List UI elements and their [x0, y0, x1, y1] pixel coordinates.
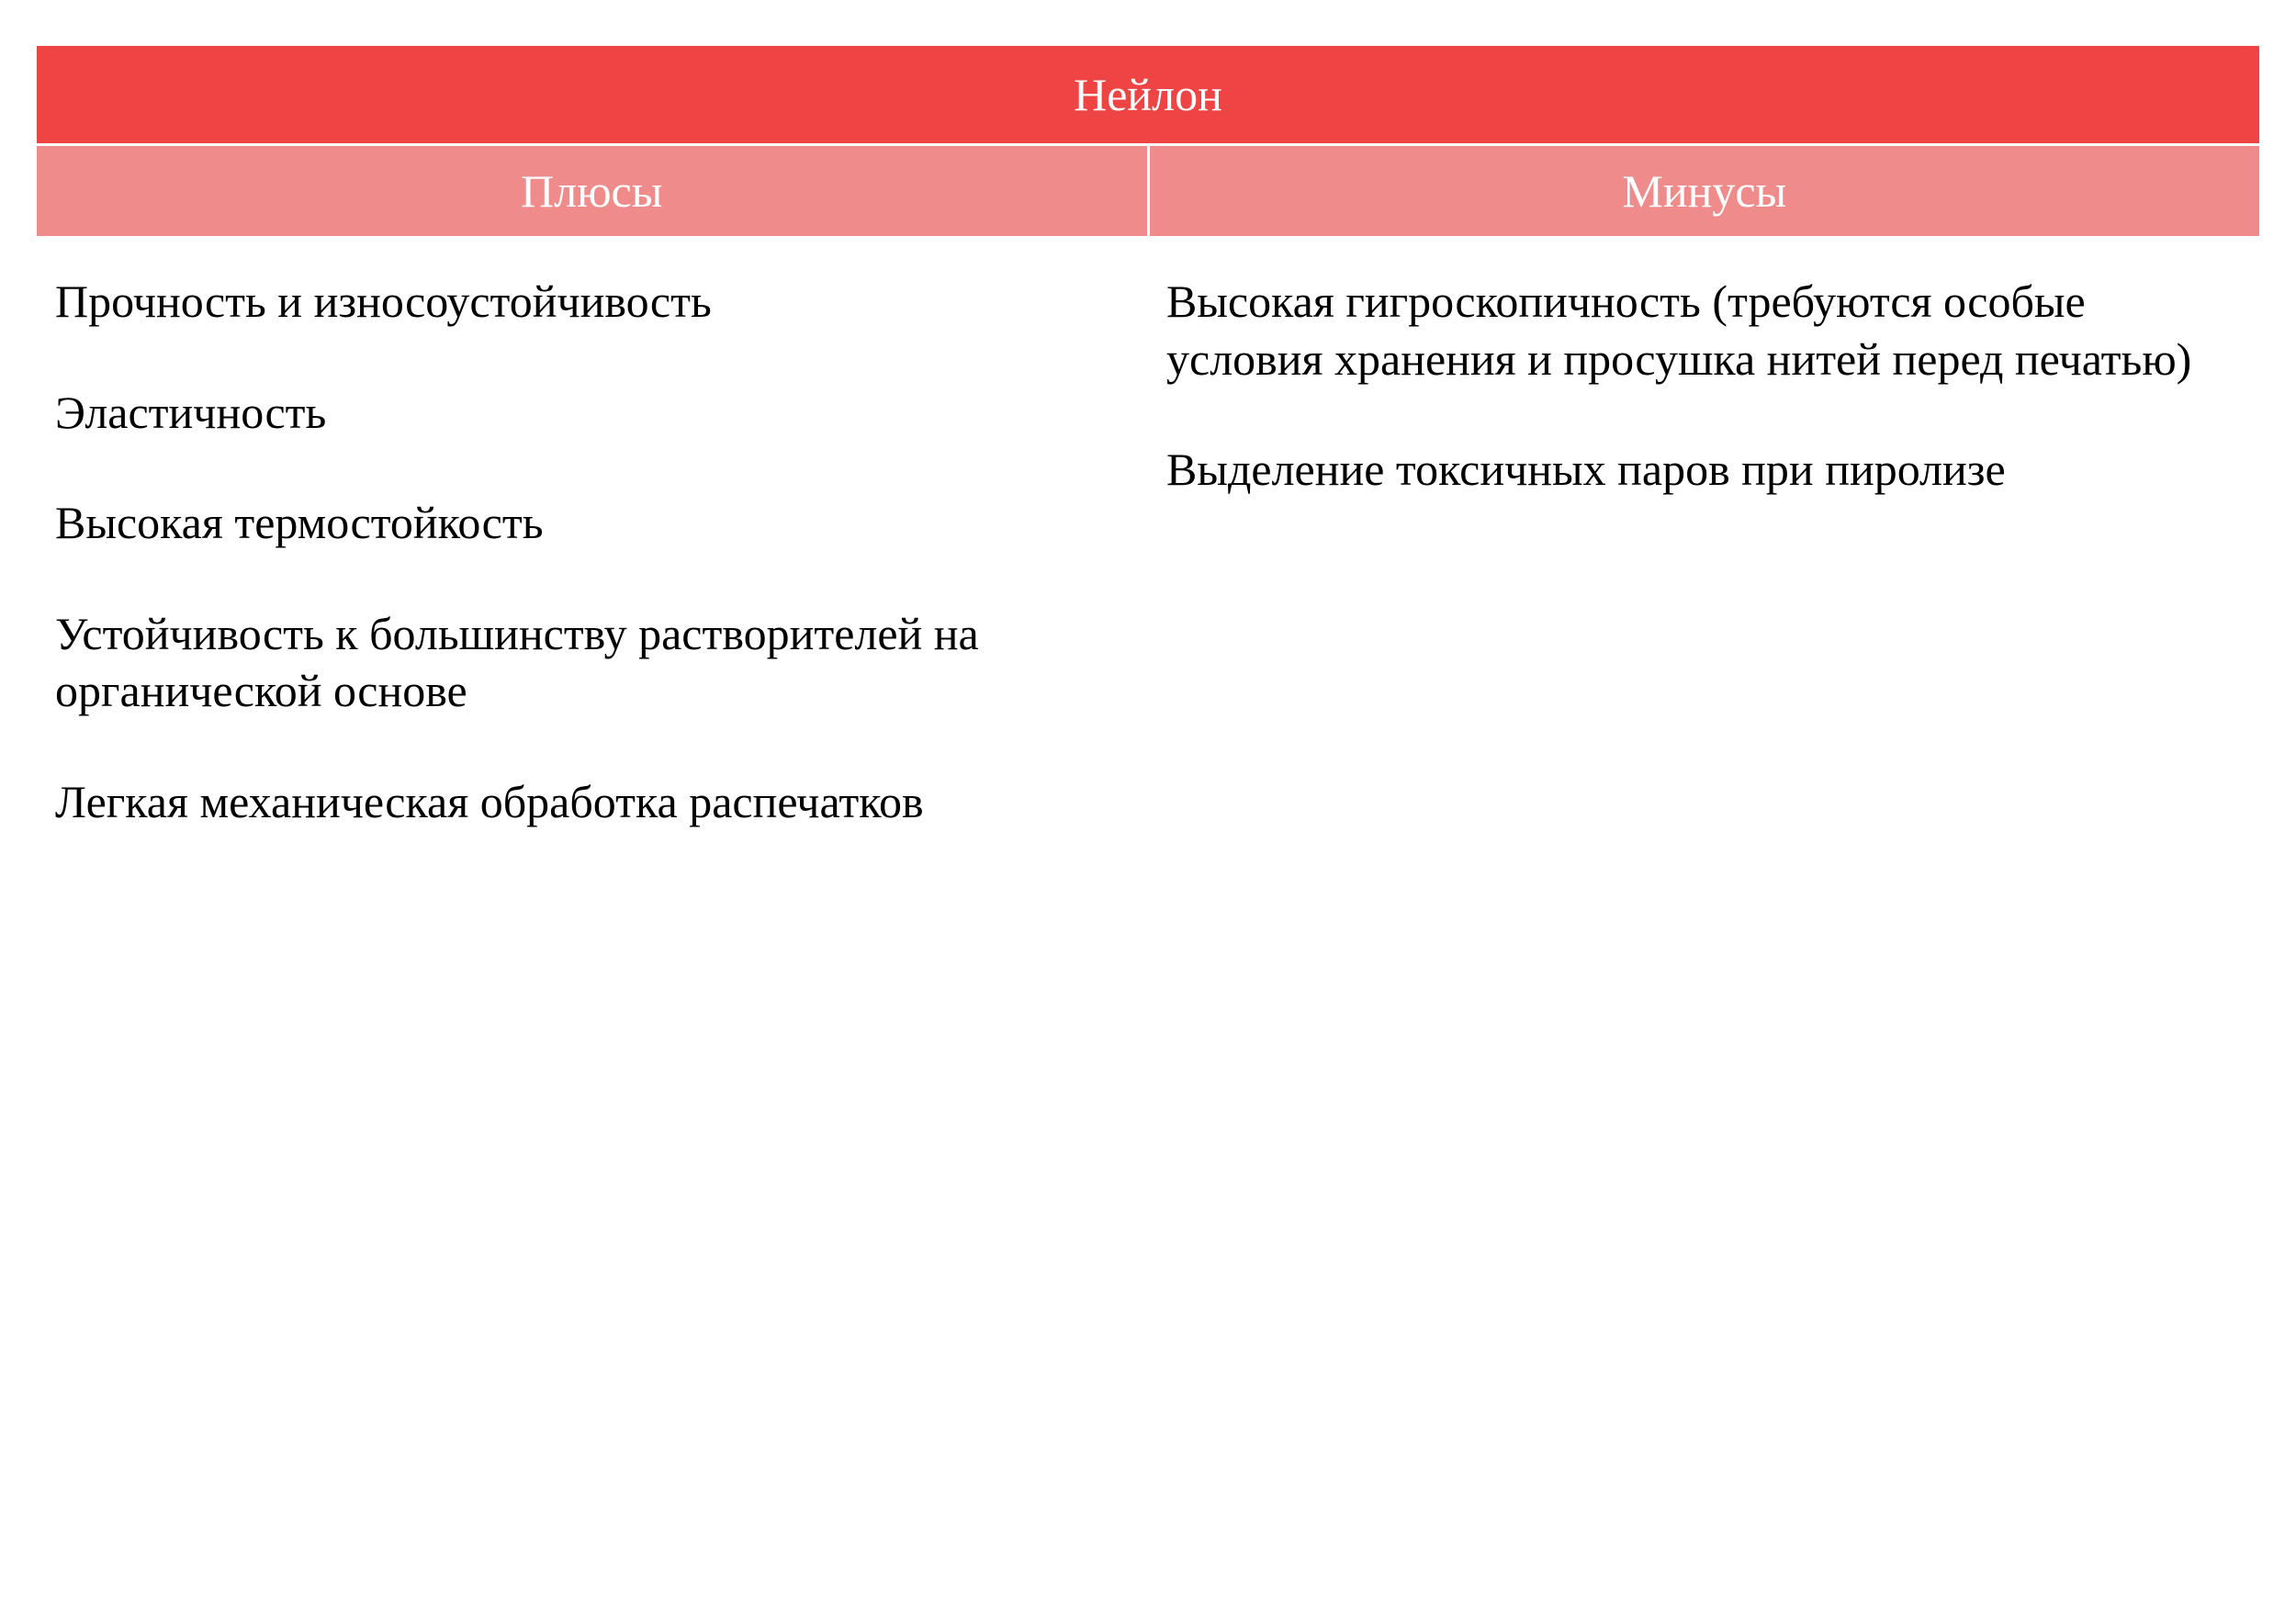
cons-column: Высокая гигроскопичность (требуются особ… — [1148, 236, 2259, 858]
pros-column: Прочность и износоустойчивость Эластично… — [37, 236, 1148, 858]
column-header-cons: Минусы — [1148, 145, 2259, 237]
list-item: Прочность и износоустойчивость — [55, 273, 1120, 331]
list-item: Высокая гигроскопичность (требуются особ… — [1166, 273, 2232, 388]
list-item: Устойчивость к большинству растворителей… — [55, 605, 1120, 720]
column-header-pros: Плюсы — [37, 145, 1148, 237]
list-item: Легкая механическая обработка распечатко… — [55, 773, 1120, 831]
table-title: Нейлон — [37, 46, 2259, 145]
list-item: Выделение токсичных паров при пиролизе — [1166, 441, 2232, 499]
list-item: Эластичность — [55, 384, 1120, 442]
list-item: Высокая термостойкость — [55, 494, 1120, 552]
comparison-table: Нейлон Плюсы Минусы Прочность и износоус… — [37, 46, 2259, 858]
